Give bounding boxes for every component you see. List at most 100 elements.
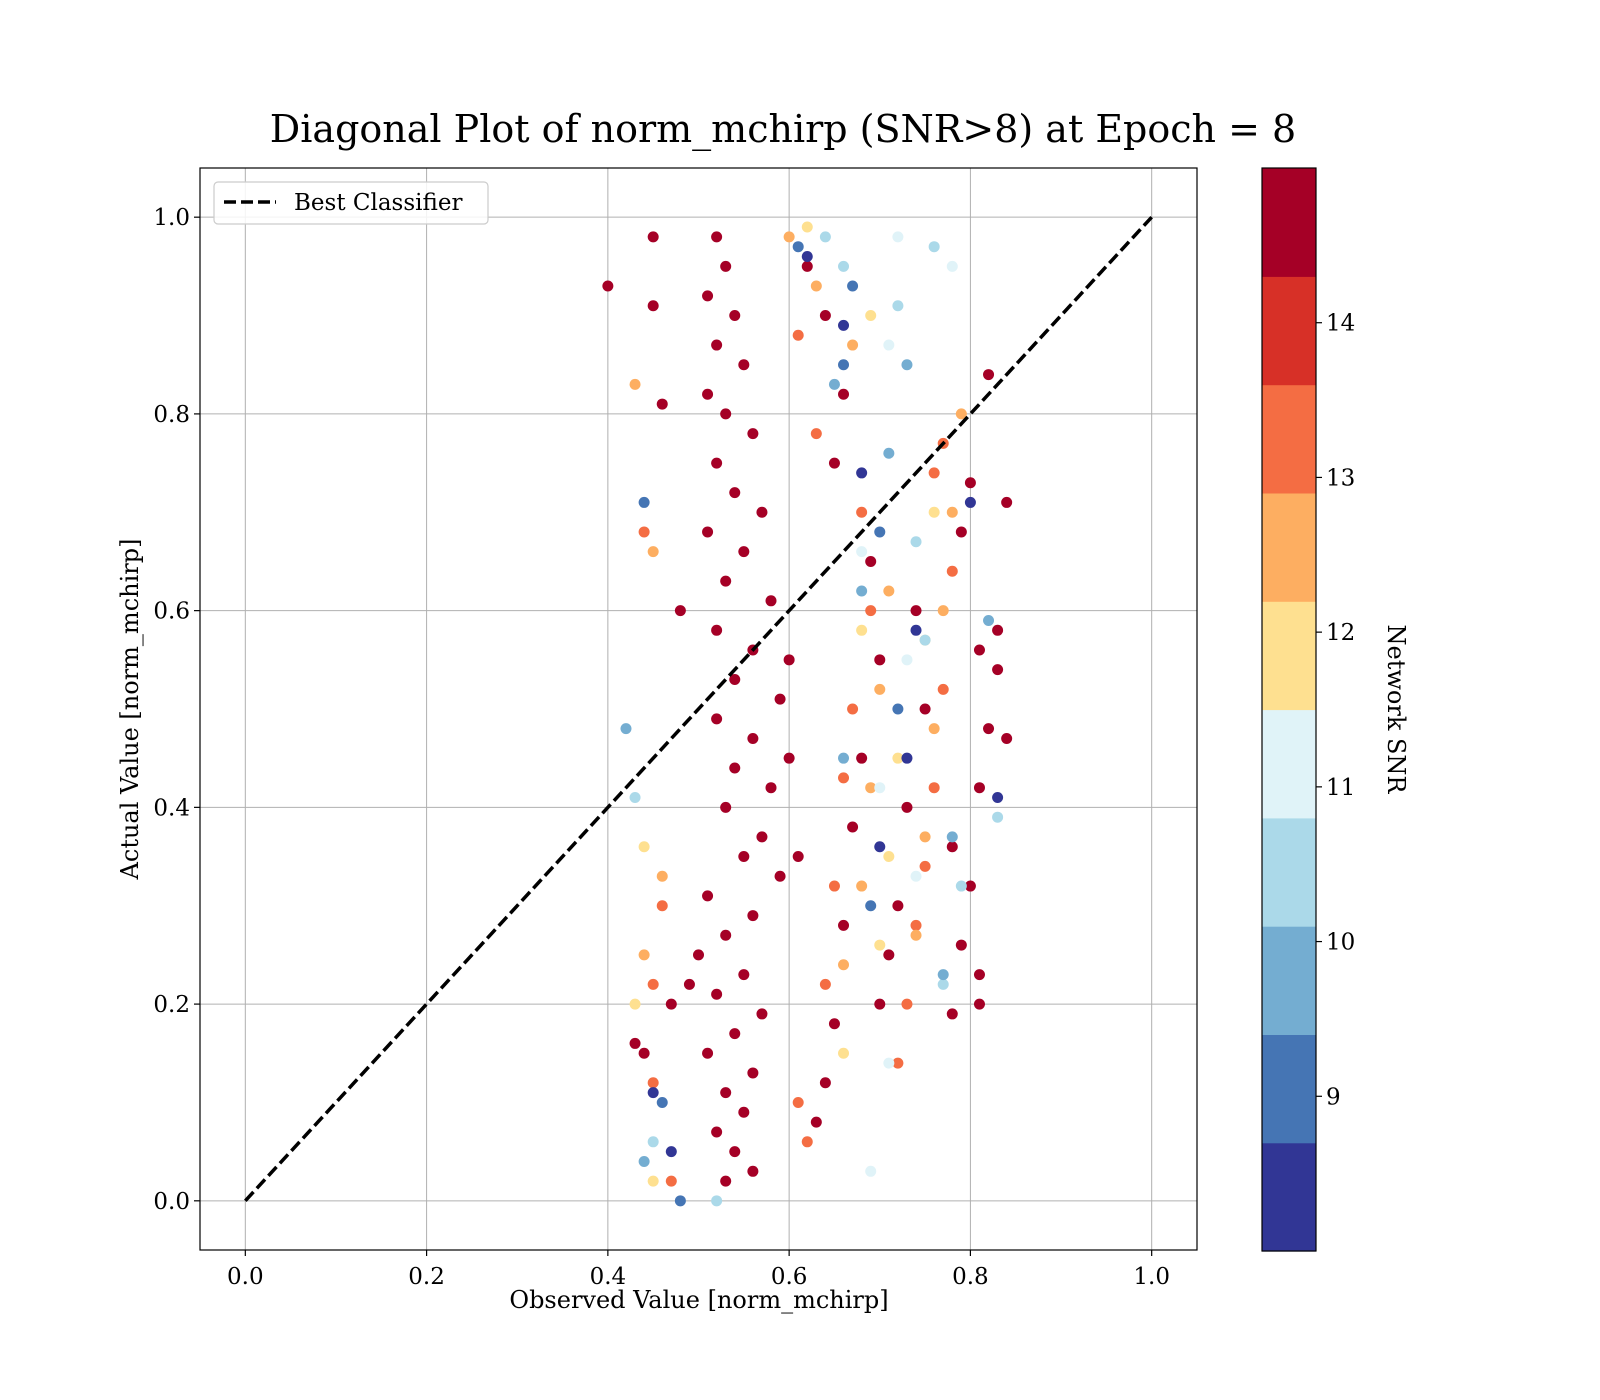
data-point: [983, 369, 995, 381]
data-point: [720, 408, 732, 420]
data-point: [992, 664, 1004, 676]
data-point: [883, 339, 895, 351]
data-point: [838, 919, 850, 931]
data-point: [838, 959, 850, 971]
data-point: [892, 1057, 904, 1069]
x-tick-label: 0.6: [771, 1264, 808, 1290]
data-point: [1001, 496, 1013, 508]
data-point: [729, 1146, 741, 1158]
y-tick-label: 0.0: [153, 1189, 190, 1215]
data-point: [901, 752, 913, 764]
data-point: [738, 359, 750, 371]
data-point: [955, 880, 967, 892]
data-point: [946, 1008, 958, 1020]
data-point: [729, 310, 741, 322]
legend: Best Classifier: [213, 181, 489, 225]
data-point: [702, 388, 714, 400]
data-point: [919, 634, 931, 646]
data-point: [937, 683, 949, 695]
data-point: [946, 565, 958, 577]
data-point: [865, 1165, 877, 1177]
data-point: [856, 585, 868, 597]
data-point: [638, 496, 650, 508]
data-point: [973, 644, 985, 656]
data-point: [711, 713, 723, 725]
data-point: [801, 260, 813, 272]
data-point: [638, 526, 650, 538]
data-point: [756, 1008, 768, 1020]
data-point: [901, 359, 913, 371]
data-point: [656, 870, 668, 882]
data-point: [747, 910, 759, 922]
data-point: [738, 546, 750, 558]
y-tick-label: 0.4: [153, 795, 190, 821]
data-point: [874, 939, 886, 951]
data-point: [792, 241, 804, 253]
data-point: [828, 457, 840, 469]
data-point: [647, 546, 659, 558]
data-point: [638, 1047, 650, 1059]
data-point: [910, 919, 922, 931]
data-point: [973, 782, 985, 794]
data-point: [856, 546, 868, 558]
data-point: [919, 703, 931, 715]
data-point: [729, 1028, 741, 1040]
x-tick-label: 1.0: [1133, 1264, 1170, 1290]
data-point: [647, 231, 659, 243]
data-point: [928, 467, 940, 479]
data-point: [765, 782, 777, 794]
data-point: [964, 477, 976, 489]
data-point: [847, 821, 859, 833]
y-tick-label: 1.0: [153, 205, 190, 231]
data-point: [638, 949, 650, 961]
data-point: [638, 841, 650, 853]
data-point: [964, 496, 976, 508]
best-classifier-line: [244, 215, 1153, 1203]
data-point: [946, 841, 958, 853]
data-point: [992, 792, 1004, 804]
y-tick-label: 0.6: [153, 599, 190, 625]
colorbar-segment: [1262, 276, 1316, 386]
data-point: [738, 1106, 750, 1118]
data-point: [819, 231, 831, 243]
data-point: [874, 782, 886, 794]
data-point: [847, 280, 859, 292]
data-point: [901, 654, 913, 666]
data-point: [838, 260, 850, 272]
data-point: [838, 359, 850, 371]
data-point: [756, 831, 768, 843]
data-point: [883, 585, 895, 597]
data-point: [801, 251, 813, 263]
data-point: [964, 880, 976, 892]
data-point: [883, 949, 895, 961]
data-point: [810, 1116, 822, 1128]
data-point: [910, 870, 922, 882]
x-axis-label: Observed Value [norm_mchirp]: [509, 1286, 888, 1314]
data-point: [674, 1195, 686, 1207]
data-point: [901, 801, 913, 813]
data-point: [783, 654, 795, 666]
data-point: [702, 890, 714, 902]
data-point: [729, 487, 741, 499]
colorbar-frame: [1261, 167, 1317, 1252]
data-point: [656, 900, 668, 912]
data-point: [819, 1077, 831, 1089]
data-point: [892, 300, 904, 312]
data-point: [720, 801, 732, 813]
data-point: [647, 978, 659, 990]
data-point: [901, 998, 913, 1010]
colorbar-tick-label: 11: [1326, 775, 1355, 801]
data-point: [665, 1146, 677, 1158]
data-point: [865, 555, 877, 567]
data-point: [801, 221, 813, 233]
data-point: [783, 231, 795, 243]
reference-line-group: [244, 215, 1153, 1203]
x-tick-label: 0.0: [227, 1264, 264, 1290]
data-point: [720, 1087, 732, 1099]
x-tick-label: 0.4: [590, 1264, 627, 1290]
colorbar-segment: [1262, 384, 1316, 494]
data-point: [874, 841, 886, 853]
data-point: [946, 506, 958, 518]
scatter-points: [602, 221, 1013, 1207]
colorbar-segment: [1262, 709, 1316, 819]
